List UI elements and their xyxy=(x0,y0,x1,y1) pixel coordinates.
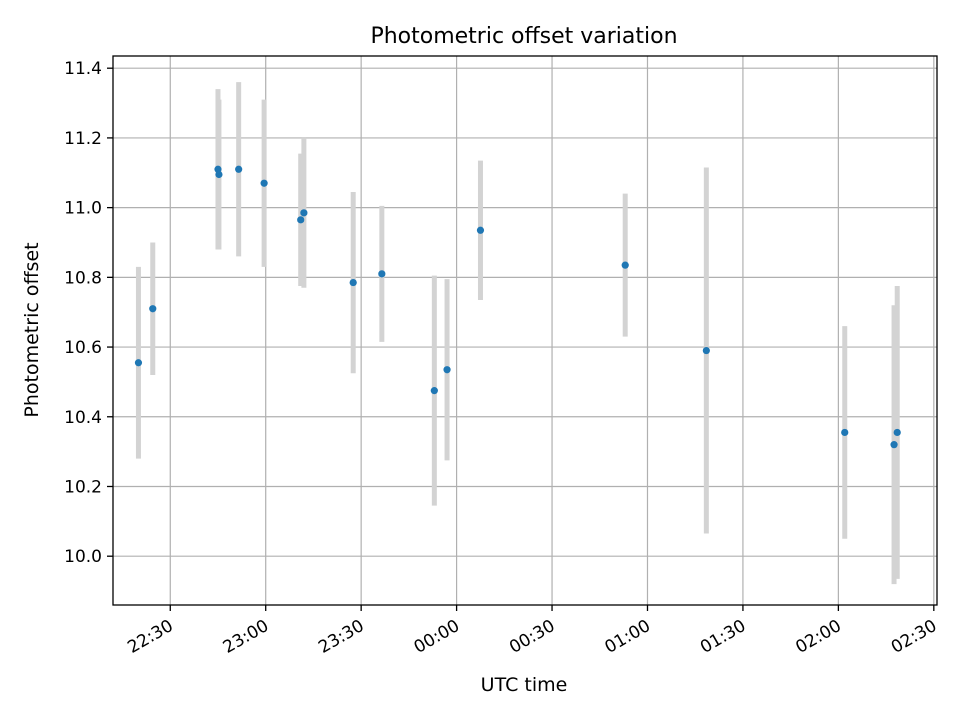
x-tick-label: 01:00 xyxy=(602,616,654,658)
y-axis-label: Photometric offset xyxy=(21,242,43,417)
data-point xyxy=(260,179,268,187)
y-tick-label: 10.6 xyxy=(64,338,102,358)
data-point xyxy=(476,226,485,234)
x-tick-label: 22:30 xyxy=(124,616,176,658)
data-point xyxy=(702,346,710,355)
y-tick-label: 10.0 xyxy=(64,547,102,567)
data-point xyxy=(149,305,157,313)
data-point xyxy=(215,170,223,179)
data-point xyxy=(378,270,386,278)
data-point xyxy=(349,278,357,287)
x-tick-label: 01:30 xyxy=(697,616,749,658)
data-point xyxy=(300,209,308,217)
y-tick-label: 11.2 xyxy=(64,129,102,149)
data-point xyxy=(297,216,305,224)
grid xyxy=(113,56,937,605)
data-point xyxy=(430,387,438,395)
chart-title: Photometric offset variation xyxy=(370,24,677,49)
y-tick-label: 10.4 xyxy=(64,408,102,428)
data-point xyxy=(235,165,243,173)
x-tick-label: 23:00 xyxy=(220,616,272,658)
data-point xyxy=(621,261,629,269)
axis-ticks: 10.0 10.2 10.4 10.6 10.8 11.0 11.2 11.4 22:30 23:… xyxy=(64,59,940,658)
data-point xyxy=(890,441,898,449)
y-tick-label: 10.2 xyxy=(64,477,102,497)
x-tick-label: 00:30 xyxy=(506,616,558,658)
plot-frame xyxy=(112,55,938,606)
x-tick-label: 02:00 xyxy=(792,616,844,658)
data-point xyxy=(893,428,901,437)
data-point xyxy=(134,359,143,367)
data-point xyxy=(841,428,849,437)
y-tick-label: 11.0 xyxy=(64,199,102,219)
data-points xyxy=(134,165,901,449)
x-axis-label: UTC time xyxy=(481,674,568,696)
x-tick-label: 00:00 xyxy=(411,616,463,658)
x-tick-label: 02:30 xyxy=(888,616,940,658)
error-bars xyxy=(135,82,900,585)
y-tick-label: 10.8 xyxy=(64,268,102,288)
x-tick-label: 23:30 xyxy=(315,616,367,658)
data-point xyxy=(443,366,451,374)
y-tick-label: 11.4 xyxy=(64,59,102,79)
